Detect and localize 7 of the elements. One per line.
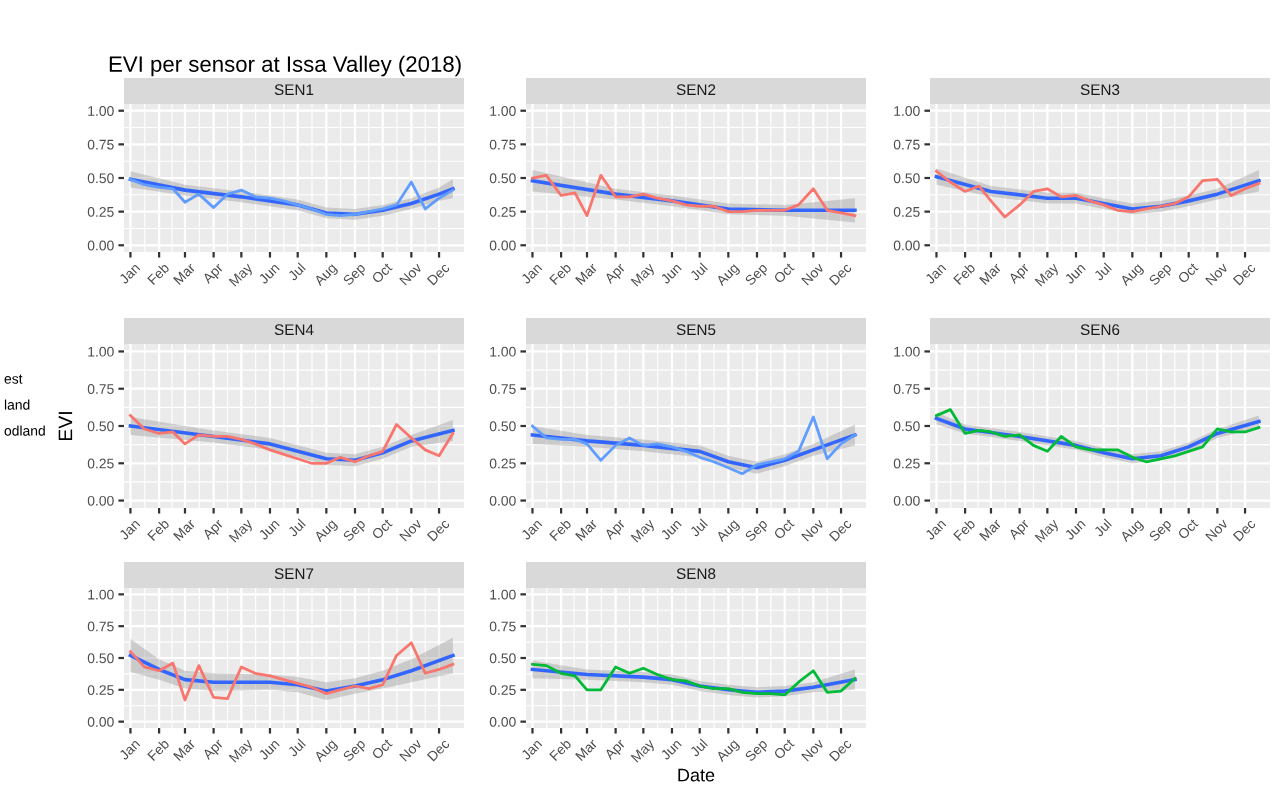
x-axis-title: Date [678, 768, 715, 782]
y-axis-title: EVI [58, 412, 73, 441]
line-series [531, 415, 857, 476]
text: EVI per sensor at Issa Valley (2018) [109, 55, 461, 77]
line-series [530, 667, 857, 695]
line-series [128, 653, 455, 693]
line-series [530, 433, 857, 470]
